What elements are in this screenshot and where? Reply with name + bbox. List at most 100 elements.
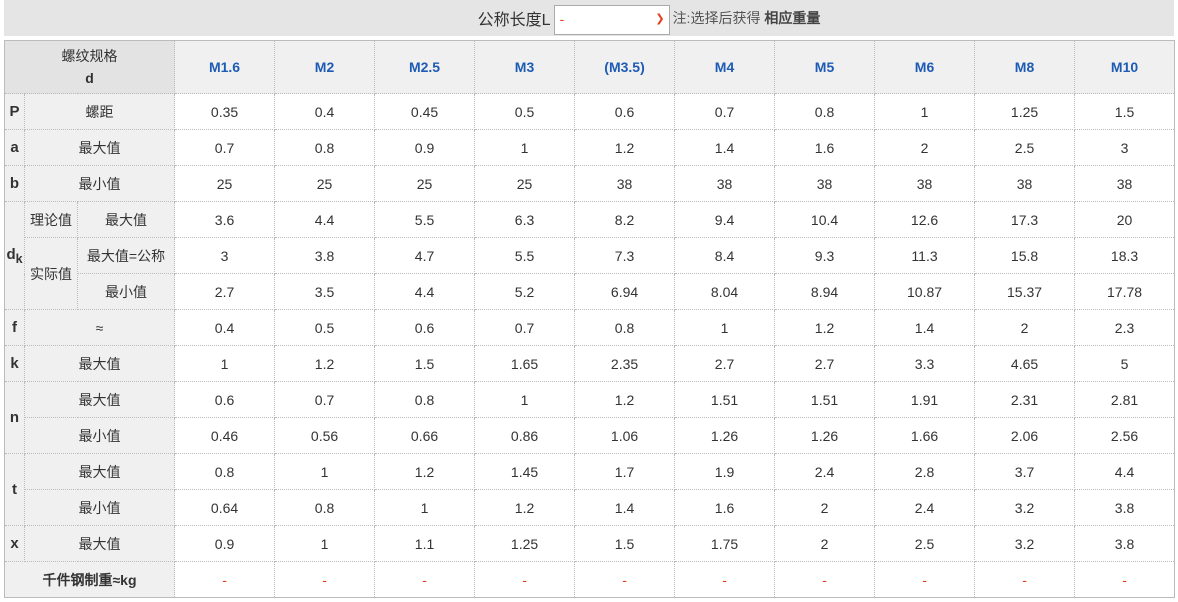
weight-cell: - (974, 561, 1076, 598)
value-cell: 1 (274, 453, 376, 490)
column-header: (M3.5) (574, 40, 676, 94)
length-select-value: - (559, 11, 565, 27)
header-row: 螺纹规格 d M1.6 M2 M2.5 M3 (M3.5) M4 M5 M6 M8 M10 (3, 40, 1176, 94)
chevron-down-icon: ❯ (655, 13, 665, 25)
value-cell: 38 (574, 165, 676, 202)
value-cell: 1 (174, 345, 276, 382)
spec-table: 螺纹规格 d M1.6 M2 M2.5 M3 (M3.5) M4 M5 M6 M8 M10 P 螺距 0… (3, 40, 1176, 598)
value-cell: 4.65 (974, 345, 1076, 382)
value-cell: 0.7 (674, 93, 776, 130)
value-cell: 2.4 (774, 453, 876, 490)
value-cell: 2.35 (574, 345, 676, 382)
table-row: n 最大值 0.6 0.7 0.8 1 1.2 1.51 1.51 1.91 2.31 2.81 (4, 381, 1176, 454)
value-cell: 0.5 (474, 93, 576, 130)
param-symbol: t (4, 453, 25, 526)
value-cell: 4.4 (274, 201, 376, 238)
param-symbol: f (4, 309, 25, 346)
spec-label: 螺纹规格 (61, 48, 118, 64)
value-cell: 1.75 (674, 525, 776, 562)
param-symbol: b (4, 165, 25, 202)
value-cell: 1.25 (974, 93, 1076, 130)
param-letter: x (10, 535, 19, 552)
value-cell: 1.6 (674, 489, 776, 526)
value-cell: 1.5 (1074, 93, 1176, 130)
value-cell: 3 (1074, 129, 1176, 166)
param-letter: k (10, 355, 19, 372)
param-symbol: k (4, 345, 25, 382)
value-cell: 38 (974, 165, 1076, 202)
value-cell: 0.35 (174, 93, 276, 130)
value-cell: 1.1 (374, 525, 476, 562)
column-header: M2.5 (374, 40, 476, 94)
value-cell: 0.8 (374, 381, 476, 418)
value-cell: 0.4 (174, 309, 276, 346)
row-label: 最大值 (23, 381, 176, 418)
value-cell: 8.04 (674, 273, 776, 310)
value-cell: 25 (474, 165, 576, 202)
value-cell: 3.2 (974, 525, 1076, 562)
value-cell: 1.2 (474, 489, 576, 526)
value-cell: 6.3 (474, 201, 576, 238)
note-bold: 相应重量 (764, 10, 821, 26)
value-cell: 1.7 (574, 453, 676, 490)
row-label: 最大值 (23, 453, 176, 490)
value-cell: 2.7 (174, 273, 276, 310)
weight-cell: - (574, 561, 676, 598)
param-letter: P (9, 103, 20, 120)
value-cell: 3.2 (974, 489, 1076, 526)
row-label: 最大值 (23, 525, 176, 562)
value-cell: 17.78 (1074, 273, 1176, 310)
column-header: M3 (474, 40, 576, 94)
value-cell: 2.5 (974, 129, 1076, 166)
weight-cell: - (174, 561, 276, 598)
table-row: k 最大值 1 1.2 1.5 1.65 2.35 2.7 2.7 3.3 4.65 5 (4, 345, 1176, 382)
value-cell: 38 (1074, 165, 1176, 202)
table-row: b 最小值 25 25 25 25 38 38 38 38 38 38 (4, 165, 1176, 202)
value-cell: 1 (474, 129, 576, 166)
value-cell: 1.65 (474, 345, 576, 382)
value-cell: 3.5 (274, 273, 376, 310)
value-cell: 0.9 (374, 129, 476, 166)
param-letter: t (12, 481, 17, 498)
value-cell: 1.26 (674, 417, 776, 454)
value-cell: 1.66 (874, 417, 976, 454)
value-cell: 3.3 (874, 345, 976, 382)
value-cell: 0.4 (274, 93, 376, 130)
length-select[interactable]: - ❯ (553, 5, 670, 35)
value-cell: 2.56 (1074, 417, 1176, 454)
value-cell: 1.4 (674, 129, 776, 166)
value-cell: 9.4 (674, 201, 776, 238)
weight-cell: - (474, 561, 576, 598)
column-header: M8 (974, 40, 1076, 94)
row-label: 最大值 (23, 129, 176, 166)
value-cell: 0.9 (174, 525, 276, 562)
value-cell: 5.5 (374, 201, 476, 238)
value-cell: 8.4 (674, 237, 776, 274)
value-cell: 25 (174, 165, 276, 202)
param-symbol: dk (4, 201, 25, 310)
value-cell: 1 (474, 381, 576, 418)
value-cell: 10.4 (774, 201, 876, 238)
weight-row: 千件钢制重≈kg - - - - - - - - - - (3, 561, 1176, 598)
weight-cell: - (674, 561, 776, 598)
column-header: M2 (274, 40, 376, 94)
value-cell: 0.64 (174, 489, 276, 526)
param-letter: d (6, 245, 16, 263)
column-header: M10 (1074, 40, 1176, 94)
spec-symbol: d (85, 70, 94, 86)
value-cell: 1.51 (674, 381, 776, 418)
param-letter: f (12, 319, 17, 336)
value-cell: 12.6 (874, 201, 976, 238)
param-letter: b (9, 175, 20, 192)
param-letter: a (10, 139, 19, 156)
value-cell: 38 (774, 165, 876, 202)
table-row: t 最大值 0.8 1 1.2 1.45 1.7 1.9 2.4 2.8 3.7 4.4 (4, 453, 1176, 526)
column-header: M1.6 (174, 40, 276, 94)
table-row: P 螺距 0.35 0.4 0.45 0.5 0.6 0.7 0.8 1 1.25 1.5 (4, 93, 1176, 130)
table-row: dk 理论值 最大值 3.6 4.4 5.5 6.3 8.2 9.4 10.4 12.6 17.3 20 (4, 201, 1176, 310)
row-label: 最大值=公称 (76, 237, 176, 274)
group-label: 理论值 (24, 201, 78, 238)
column-header: M5 (774, 40, 876, 94)
value-cell: 2.06 (974, 417, 1076, 454)
value-cell: 2 (974, 309, 1076, 346)
